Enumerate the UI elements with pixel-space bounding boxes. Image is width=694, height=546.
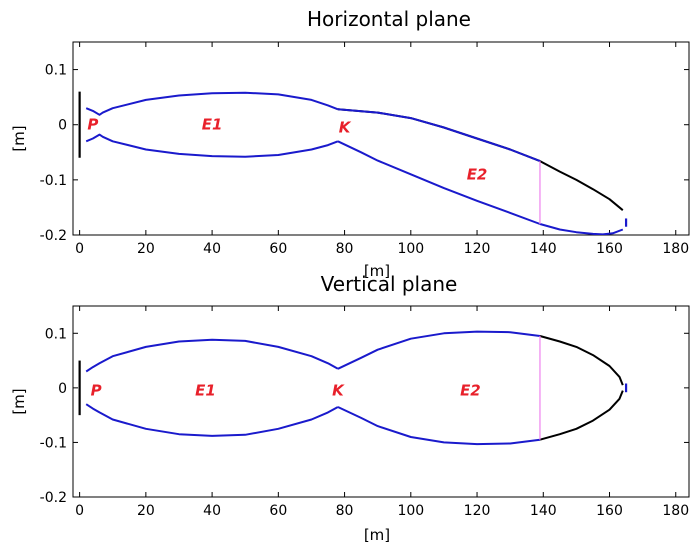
x-tick-label: 40 — [203, 503, 221, 519]
series-line-segment-upper-2 — [337, 108, 541, 163]
x-tick-label: 120 — [464, 241, 491, 257]
plot-area: P E1 K E2 — [78, 91, 628, 235]
plot-frame — [72, 41, 690, 236]
y-tick-label: -0.1 — [40, 173, 67, 189]
x-tick-label: 160 — [596, 241, 623, 257]
x-tick-label: 20 — [137, 503, 155, 519]
chart-title: Vertical plane — [321, 272, 458, 296]
annotation-k: K — [332, 382, 345, 400]
annotation-e1: E1 — [195, 382, 216, 400]
series-line-envelope-lower-2-tail — [539, 390, 624, 441]
x-tick-label: 100 — [397, 503, 424, 519]
panel-vertical: Vertical plane 0 20 40 60 80 100 120 140 160 180 0.… — [10, 272, 690, 544]
y-axis-label: [m] — [10, 388, 28, 414]
x-tick-label: 60 — [269, 503, 287, 519]
series-line-envelope-upper-2-tail — [539, 335, 624, 386]
chart-title: Horizontal plane — [307, 7, 471, 31]
y-tick-label: 0.1 — [45, 63, 67, 79]
plot-area: P E1 K E2 — [78, 330, 628, 446]
y-tick-label: 0.1 — [45, 326, 67, 342]
series-line-envelope-upper — [85, 338, 339, 373]
y-tick-label: -0.1 — [40, 435, 67, 451]
x-tick-label: 80 — [336, 503, 354, 519]
x-axis-label: [m] — [364, 526, 390, 544]
annotation-e2: E2 — [460, 382, 481, 400]
y-axis-label: [m] — [10, 125, 28, 151]
series-line-envelope-upper — [85, 91, 339, 116]
series-line-envelope-upper-2-tail — [539, 160, 624, 211]
x-tick-label: 140 — [530, 503, 557, 519]
x-tick-label: 0 — [75, 241, 84, 257]
x-tick-label: 20 — [137, 241, 155, 257]
x-tick-label: 180 — [662, 503, 689, 519]
plot-frame — [72, 305, 690, 498]
x-axis-label: [m] — [364, 262, 390, 280]
series-line-envelope-upper-2 — [337, 330, 541, 370]
annotation-p: P — [87, 116, 98, 134]
annotation-k: K — [339, 118, 352, 136]
annotation-p: P — [91, 382, 102, 400]
annotation-e2: E2 — [467, 165, 488, 183]
y-tick-label: 0 — [58, 381, 67, 397]
y-tick-label: -0.2 — [40, 228, 67, 244]
x-tick-label: 0 — [75, 503, 84, 519]
annotation-e1: E1 — [202, 116, 223, 134]
x-tick-label: 140 — [530, 241, 557, 257]
series-line-envelope-upper-2 — [337, 108, 541, 163]
x-tick-label: 40 — [203, 241, 221, 257]
x-tick-label: 160 — [596, 503, 623, 519]
series-line-envelope-lower-2 — [337, 140, 541, 225]
x-tick-label: 180 — [662, 241, 689, 257]
x-tick-label: 80 — [336, 241, 354, 257]
series-line-envelope-lower-2-tail — [539, 223, 624, 235]
series-line-envelope-lower-2 — [337, 406, 541, 446]
x-tick-label: 100 — [397, 241, 424, 257]
y-tick-label: -0.2 — [40, 490, 67, 506]
panel-horizontal: Horizontal plane 0 20 40 60 80 100 120 140 160 180… — [10, 7, 690, 280]
x-tick-label: 120 — [464, 503, 491, 519]
x-tick-label: 60 — [269, 241, 287, 257]
series-line-envelope-lower — [85, 133, 339, 158]
y-tick-label: 0 — [58, 118, 67, 134]
series-line-envelope-lower — [85, 403, 339, 437]
